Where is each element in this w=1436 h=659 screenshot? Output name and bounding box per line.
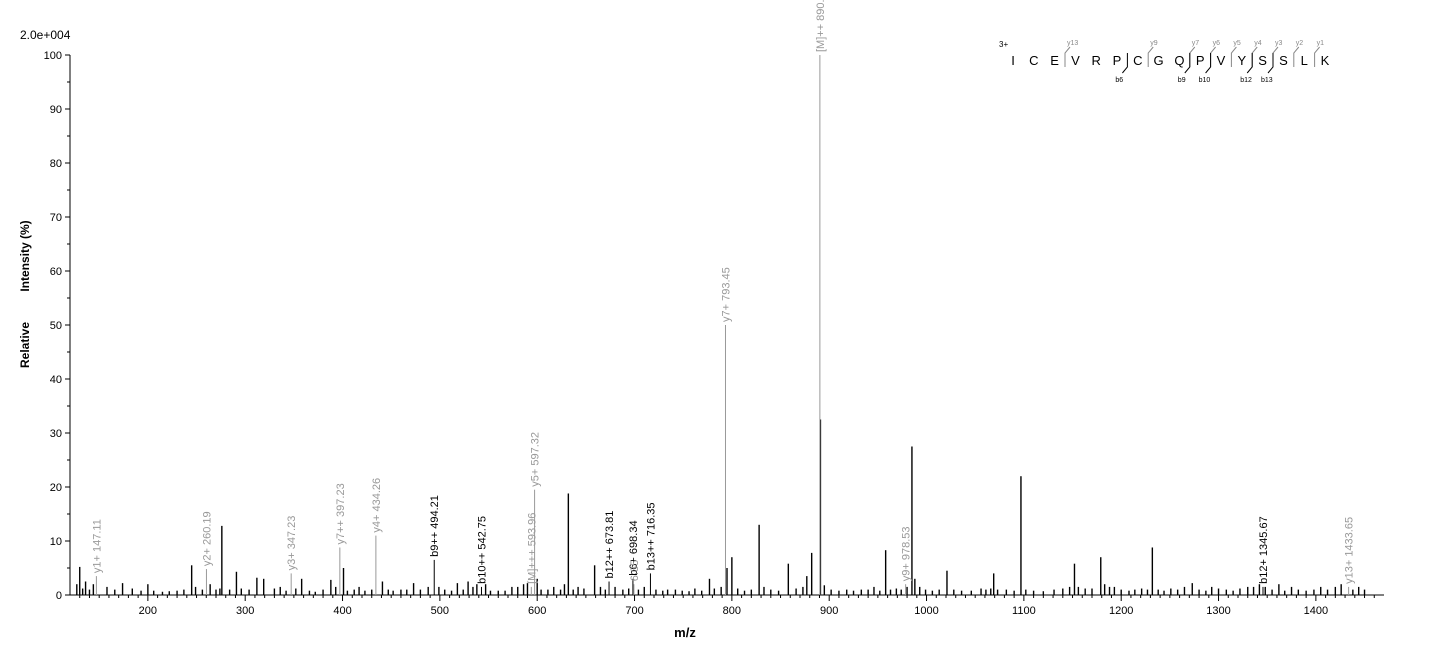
y-ion-label: y1 <box>1317 40 1325 47</box>
residue: C <box>1029 53 1038 68</box>
axes-group: 0 10 20 30 40 50 60 70 80 90 100 200 300 400 500 600 700… <box>44 50 1384 617</box>
residue: G <box>1154 53 1164 68</box>
residue: R <box>1092 53 1101 68</box>
y-ion-bracket <box>1272 46 1279 67</box>
y-ion-bracket <box>1251 46 1258 67</box>
peak-label: 6.35 <box>629 560 641 581</box>
y-ion-bracket <box>1064 46 1071 67</box>
residue: S <box>1279 53 1288 68</box>
y-ion-label: y7 <box>1192 40 1200 47</box>
y-tick-label: 20 <box>50 482 62 494</box>
residue: V <box>1071 53 1080 68</box>
residue: S <box>1258 53 1267 68</box>
b-ion-label: b12 <box>1240 77 1252 84</box>
peak-label: b6+ 698.34 <box>628 520 640 575</box>
y-tick-label: 10 <box>50 536 62 548</box>
peak-label: y7+ 793.45 <box>720 267 732 322</box>
peak-label: y4+ 434.26 <box>371 478 383 533</box>
b-ion-label: b9 <box>1178 77 1186 84</box>
x-tick-label: 900 <box>820 605 838 617</box>
x-tick-label: 600 <box>528 605 546 617</box>
residue: L <box>1301 53 1308 68</box>
x-tick-label: 1100 <box>1012 605 1036 617</box>
residue: K <box>1321 53 1330 68</box>
b-ion-label: b13 <box>1261 77 1273 84</box>
y-tick-label: 30 <box>50 428 62 440</box>
y-ion-bracket <box>1210 46 1216 67</box>
peak-label: y13+ 1433.65 <box>1344 517 1356 584</box>
peak-label: b13++ 716.35 <box>645 502 657 570</box>
x-tick-label: 1400 <box>1304 605 1328 617</box>
x-tick-label: 200 <box>139 605 157 617</box>
y-tick-label: 50 <box>50 320 62 332</box>
y-tick-label: 70 <box>50 212 62 224</box>
b-ion-bracket <box>1267 53 1274 74</box>
y-tick-label: 40 <box>50 374 62 386</box>
x-tick-label: 1000 <box>914 605 938 617</box>
b-ion-label: b10 <box>1199 77 1211 84</box>
x-tick-label: 500 <box>431 605 449 617</box>
peaks-group <box>76 55 1366 595</box>
y-tick-label: 100 <box>44 50 62 62</box>
b-ion-bracket <box>1184 53 1191 74</box>
y-ion-label: y2 <box>1296 40 1304 47</box>
peak-label: y1+ 147.11 <box>91 519 103 573</box>
residue: Y <box>1237 53 1246 68</box>
y-axis-label-intensity: Intensity (%) <box>18 220 32 291</box>
y-ion-bracket <box>1293 46 1300 67</box>
y-ion-label: y9 <box>1150 40 1158 47</box>
residue: Q <box>1174 53 1184 68</box>
residue: V <box>1217 53 1226 68</box>
residue: P <box>1196 53 1205 68</box>
x-tick-label: 1300 <box>1206 605 1230 617</box>
residue: E <box>1050 53 1059 68</box>
b-ion-bracket <box>1205 53 1212 74</box>
residue: I <box>1011 53 1015 68</box>
x-tick-label: 1200 <box>1109 605 1133 617</box>
peak-label: [M]++ 890.43 <box>815 0 827 52</box>
scale-label: 2.0e+004 <box>20 28 71 42</box>
peak-label: y9+ 978.53 <box>901 526 913 581</box>
x-tick-label: 800 <box>723 605 741 617</box>
peak-label: b12++ 673.81 <box>604 511 616 579</box>
y-tick-label: 0 <box>56 590 62 602</box>
annotations-group: y1+ 147.11 y2+ 260.19 y3+ 347.23 y7++ 397.2… <box>91 0 1355 584</box>
x-tick-label: 300 <box>236 605 254 617</box>
y-ion-label: y4 <box>1254 40 1262 47</box>
y-ion-label: y6 <box>1213 40 1221 47</box>
peak-label: b9++ 494.21 <box>429 495 441 557</box>
y-ion-label: y13 <box>1067 40 1078 47</box>
peak-label: y2+ 260.19 <box>201 511 213 566</box>
residue: C <box>1133 53 1142 68</box>
x-tick-label: 700 <box>625 605 643 617</box>
b-ion-bracket <box>1122 53 1128 74</box>
peak-label: b10++ 542.75 <box>476 516 488 584</box>
peak-label: y3+ 347.23 <box>286 516 298 571</box>
residue: P <box>1113 53 1122 68</box>
y-ion-label: y3 <box>1275 40 1283 47</box>
charge-state-label: 3+ <box>999 40 1008 49</box>
x-tick-label: 400 <box>333 605 351 617</box>
peak-label: y7++ 397.23 <box>335 483 347 544</box>
y-ion-bracket <box>1314 46 1320 67</box>
b-ion-label: b6 <box>1115 77 1123 84</box>
y-ion-bracket <box>1189 46 1196 67</box>
peak-label: [M]+++ 593.96 <box>526 513 538 584</box>
peak-label: b12+ 1345.67 <box>1258 516 1270 584</box>
y-axis-label-relative: Relative <box>18 322 32 368</box>
y-ion-bracket <box>1230 46 1237 67</box>
y-tick-label: 90 <box>50 104 62 116</box>
y-ion-label: y5 <box>1233 40 1241 47</box>
y-ion-bracket <box>1147 46 1154 67</box>
peak-label: y5+ 597.32 <box>530 432 542 487</box>
y-tick-label: 60 <box>50 266 62 278</box>
b-ion-bracket <box>1246 53 1253 74</box>
y-tick-label: 80 <box>50 158 62 170</box>
x-axis-label: m/z <box>674 625 696 640</box>
